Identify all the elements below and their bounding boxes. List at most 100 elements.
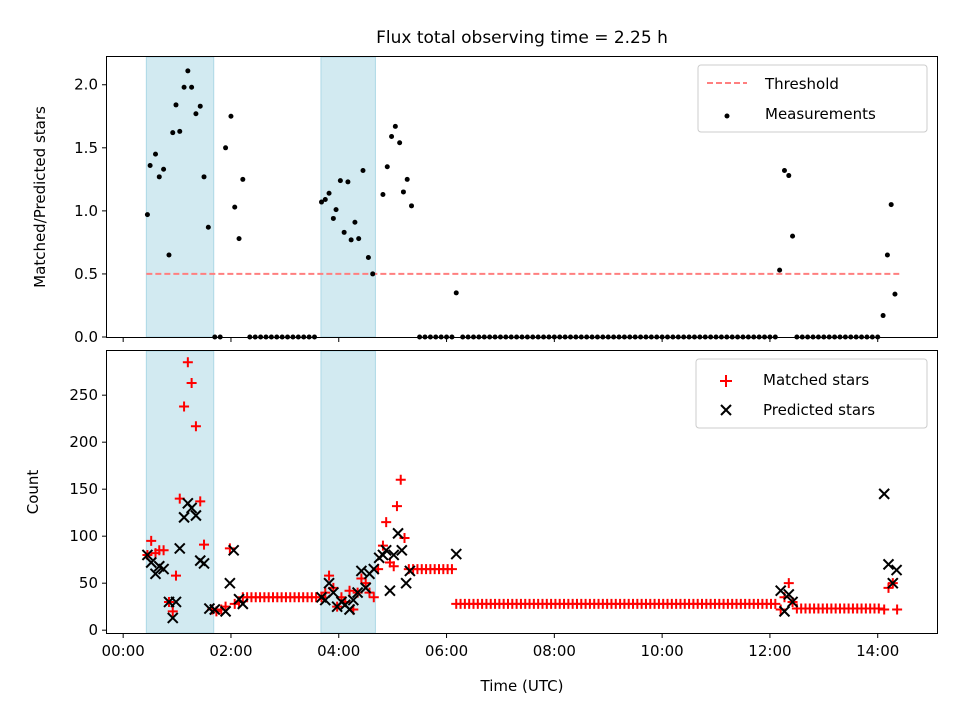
measurement-point <box>404 176 410 182</box>
measurement-point <box>360 168 366 174</box>
measurement-point <box>153 151 159 157</box>
bottom-y-tick-label: 100 <box>69 527 98 545</box>
matched-star-marker <box>377 540 388 551</box>
measurement-point <box>333 207 339 213</box>
legend-matched-swatch <box>720 375 732 387</box>
top-y-tick-label: 1.0 <box>74 202 98 220</box>
measurement-point <box>161 166 167 172</box>
measurement-point <box>326 190 332 196</box>
matched-star-marker <box>158 545 169 556</box>
measurement-point <box>197 103 203 109</box>
measurement-point <box>884 252 890 258</box>
shaded-interval <box>145 56 215 338</box>
predicted-star-marker <box>167 612 179 624</box>
top-y-ticks: 0.0 0.5 1.0 1.5 2.0 <box>74 76 107 346</box>
measurement-point <box>352 219 358 225</box>
legend-predicted-label: Predicted stars <box>763 401 875 419</box>
predicted-star-marker <box>404 565 416 577</box>
matched-star-marker <box>199 539 210 550</box>
bottom-y-tick-label: 150 <box>69 480 98 498</box>
bottom-legend: Matched stars Predicted stars <box>695 358 928 429</box>
matched-star-marker <box>190 421 201 432</box>
matched-star-marker <box>186 377 197 388</box>
bottom-shaded-intervals <box>145 350 376 634</box>
measurement-point <box>453 290 459 296</box>
measurement-point <box>365 255 371 261</box>
bottom-y-ticks: 0 50 100 150 200 250 <box>69 386 107 639</box>
predicted-star-marker <box>400 577 412 589</box>
matched-star-marker <box>170 570 181 581</box>
measurement-point <box>181 84 187 90</box>
x-tick-label: 04:00 <box>317 642 360 660</box>
predicted-star-marker <box>190 509 202 522</box>
matched-star-marker <box>770 598 781 609</box>
bottom-y-tick-label: 250 <box>69 386 98 404</box>
predicted-star-marker <box>145 556 157 569</box>
measurement-point <box>201 174 207 180</box>
predicted-star-marker <box>450 548 462 560</box>
predicted-star-marker <box>878 488 890 500</box>
bottom-panel: 0 50 100 150 200 250 00:00 02:00 04:00 06:00 08:0… <box>24 350 938 695</box>
matched-star-marker <box>399 533 410 544</box>
x-tick-label: 12:00 <box>748 642 791 660</box>
top-y-tick-label: 0.0 <box>74 328 98 346</box>
measurement-point <box>384 164 390 170</box>
predicted-star-marker <box>882 558 895 571</box>
measurement-point <box>170 130 176 136</box>
legend-measurements-label: Measurements <box>765 105 876 123</box>
x-tick-label: 06:00 <box>425 642 468 660</box>
matched-star-marker <box>388 561 399 572</box>
top-legend: Threshold Measurements <box>697 64 928 133</box>
matched-star-marker <box>892 604 903 615</box>
predicted-star-marker <box>170 596 182 608</box>
measurement-point <box>777 267 783 273</box>
matched-star-marker <box>775 604 786 615</box>
predicted-star-marker <box>347 594 360 606</box>
matched-star-marker <box>446 564 457 575</box>
measurement-point <box>781 168 787 174</box>
measurement-point <box>880 313 886 319</box>
measurement-point <box>166 252 172 258</box>
measurement-point <box>370 271 376 277</box>
bottom-legend-box <box>695 358 928 429</box>
matched-star-marker <box>368 592 379 603</box>
measurement-point <box>322 197 328 203</box>
measurement-point <box>173 102 179 108</box>
matched-star-marker <box>783 578 794 589</box>
measurement-point <box>380 191 386 197</box>
bottom-axes-frame <box>106 350 938 634</box>
predicted-star-marker <box>219 605 232 618</box>
x-tick-label: 14:00 <box>856 642 899 660</box>
top-axes-frame <box>106 56 938 338</box>
shaded-interval <box>320 56 376 338</box>
measurement-point <box>205 224 211 230</box>
measurement-point <box>319 199 325 205</box>
top-legend-box <box>697 64 928 133</box>
predicted-star-marker <box>890 564 903 576</box>
measurement-point <box>790 233 796 239</box>
predicted-star-marker <box>778 605 791 618</box>
predicted-star-marker <box>388 549 400 561</box>
predicted-star-marker <box>178 511 190 524</box>
legend-threshold-label: Threshold <box>764 75 839 93</box>
matched-star-marker <box>879 604 890 615</box>
measurement-point <box>389 133 395 139</box>
matched-star-marker <box>381 517 392 528</box>
predicted-star-marker <box>198 557 210 570</box>
measurement-point <box>228 113 234 119</box>
measurement-point <box>330 215 336 221</box>
predicted-star-marker <box>351 586 364 599</box>
measurement-point <box>786 173 792 179</box>
predicted-star-marker <box>323 577 335 589</box>
predicted-star-marker <box>343 603 356 616</box>
predicted-star-marker <box>141 549 154 561</box>
measurement-point <box>345 179 351 185</box>
measurement-point <box>400 189 406 195</box>
predicted-star-marker <box>224 577 236 589</box>
measurement-point <box>236 236 242 242</box>
measurement-point <box>892 291 898 297</box>
predicted-star-marker <box>887 577 899 589</box>
top-panel: 0.00.51.01.52.0 Matched/Predicted stars … <box>31 56 938 346</box>
measurement-point <box>177 128 183 134</box>
